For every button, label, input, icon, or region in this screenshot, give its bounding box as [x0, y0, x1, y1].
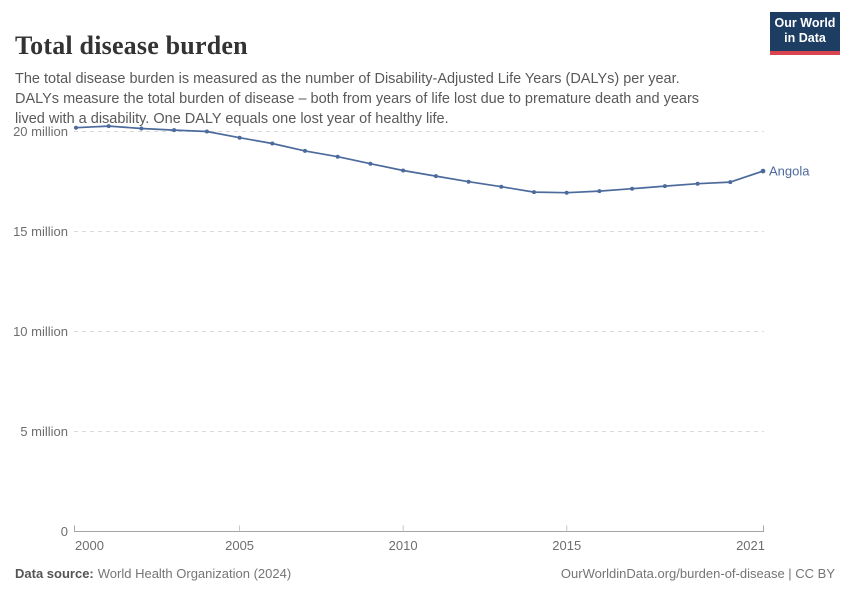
chart-footer: Data source: World Health Organization (2… [15, 566, 835, 581]
data-point[interactable] [532, 190, 536, 195]
x-axis-tick-label: 2000 [75, 538, 104, 553]
data-point[interactable] [335, 154, 340, 159]
data-point[interactable] [662, 184, 667, 189]
data-point[interactable] [106, 124, 111, 129]
data-point[interactable] [303, 148, 307, 153]
data-point[interactable] [74, 125, 78, 130]
x-axis-tick-label: 2005 [225, 538, 254, 553]
data-point[interactable] [270, 141, 275, 146]
page-title: Total disease burden [15, 31, 248, 61]
data-point[interactable] [466, 179, 471, 184]
data-point[interactable] [401, 168, 406, 173]
owid-logo-text-line1: Our World [774, 16, 836, 30]
data-source-label: Data source: [15, 566, 94, 581]
y-axis-tick-label: 20 million [13, 124, 68, 139]
data-source-value: World Health Organization (2024) [97, 566, 292, 581]
data-point[interactable] [368, 161, 373, 166]
data-point[interactable] [433, 174, 438, 179]
data-point[interactable] [760, 168, 766, 174]
y-axis-tick-label: 10 million [13, 324, 68, 339]
data-point[interactable] [630, 186, 635, 191]
data-point[interactable] [499, 184, 504, 189]
owid-logo-text-line2: in Data [784, 31, 826, 45]
data-point[interactable] [204, 129, 209, 134]
chart-subtitle: The total disease burden is measured as … [15, 70, 700, 127]
x-axis-tick-label: 2010 [389, 538, 418, 553]
y-axis-tick-label: 15 million [13, 224, 68, 239]
owid-url-link[interactable]: OurWorldinData.org/burden-of-disease | C… [560, 566, 835, 581]
license-link-wrap: OurWorldinData.org/burden-of-disease | C… [561, 566, 835, 581]
data-point[interactable] [139, 126, 144, 131]
y-axis-tick-label: 5 million [20, 424, 68, 439]
data-source: Data source: World Health Organization (2… [15, 566, 291, 581]
data-point[interactable] [695, 181, 700, 186]
x-axis-tick-label: 2015 [552, 538, 581, 553]
x-axis-tick-label: 2021 [736, 538, 765, 553]
data-point[interactable] [172, 128, 177, 133]
data-point[interactable] [564, 190, 569, 195]
data-point[interactable] [728, 180, 733, 185]
data-point[interactable] [237, 135, 242, 140]
series-label: Angola [769, 164, 810, 179]
data-point[interactable] [597, 189, 602, 194]
owid-logo: Our World in Data [770, 12, 840, 55]
y-axis-tick-label: 0 [61, 524, 68, 539]
data-line[interactable] [75, 125, 764, 194]
